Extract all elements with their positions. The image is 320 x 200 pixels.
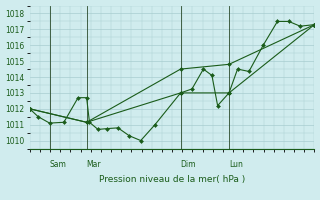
Text: Mar: Mar: [87, 160, 101, 169]
Text: Dim: Dim: [180, 160, 196, 169]
X-axis label: Pression niveau de la mer( hPa ): Pression niveau de la mer( hPa ): [99, 175, 245, 184]
Text: Lun: Lun: [229, 160, 243, 169]
Text: Sam: Sam: [50, 160, 67, 169]
